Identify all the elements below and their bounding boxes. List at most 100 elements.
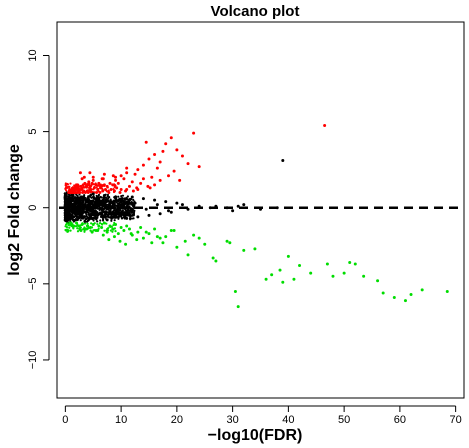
data-point-up — [105, 184, 109, 188]
data-point-core — [93, 210, 96, 213]
data-point-down — [102, 221, 106, 225]
data-point-down — [116, 232, 120, 236]
data-point-up — [81, 190, 85, 194]
data-point-up — [80, 177, 84, 181]
data-point-ns — [127, 213, 131, 217]
data-point-ns — [69, 201, 73, 205]
data-point-down — [127, 227, 131, 231]
data-point-down — [67, 224, 70, 227]
data-point-up — [75, 187, 79, 191]
data-point-up — [71, 190, 75, 194]
data-point-core — [119, 213, 123, 216]
data-point-core — [80, 214, 84, 217]
data-point-core — [110, 219, 113, 222]
data-point-down — [101, 233, 105, 237]
data-point-ns — [104, 215, 108, 219]
data-point-down — [141, 236, 145, 240]
data-point-down — [107, 238, 111, 242]
data-point-core — [117, 195, 120, 198]
data-point-core — [122, 201, 125, 204]
data-point-ns — [94, 216, 98, 220]
data-point-ns — [80, 195, 84, 199]
data-point-up — [114, 178, 118, 182]
data-point-core — [65, 212, 68, 216]
data-point-up — [100, 177, 104, 181]
data-point-down — [172, 229, 176, 233]
data-point-down — [83, 230, 86, 233]
data-point-ns — [133, 201, 137, 205]
data-point-core — [87, 211, 90, 214]
data-point-up — [83, 190, 87, 194]
data-point-up — [148, 186, 152, 190]
data-point-core — [84, 199, 87, 202]
data-point-ns — [164, 200, 168, 204]
data-point-core — [106, 193, 110, 197]
data-point-core — [108, 196, 111, 199]
data-point-up — [118, 190, 122, 194]
data-point-down — [86, 222, 89, 225]
data-point-up — [95, 190, 99, 194]
data-point-up — [147, 157, 151, 161]
data-point-up — [153, 152, 157, 156]
data-point-ns — [175, 201, 179, 205]
data-point-core — [75, 193, 78, 196]
data-point-up — [141, 163, 145, 167]
data-point-ns — [167, 209, 171, 213]
data-point-down — [96, 229, 100, 233]
y-axis: −10 −5 0 5 10 — [27, 49, 50, 369]
data-point-up — [323, 124, 327, 128]
y-tick-label: 10 — [27, 49, 39, 61]
data-point-core — [126, 200, 129, 203]
data-point-ns — [83, 219, 87, 223]
data-point-down — [228, 241, 232, 245]
data-point-up — [141, 177, 145, 181]
data-point-ns — [72, 215, 76, 219]
data-point-ns — [92, 212, 96, 216]
data-point-core — [108, 210, 111, 213]
data-point-ns — [70, 207, 74, 211]
data-point-core — [67, 208, 70, 212]
data-point-down — [169, 229, 173, 233]
data-point-up — [83, 186, 86, 189]
data-point-down — [78, 227, 81, 230]
chart-title: Volcano plot — [211, 3, 300, 20]
data-point-ns — [155, 203, 159, 207]
data-point-ns — [180, 203, 184, 207]
data-point-ns — [120, 197, 124, 201]
x-tick-label: 30 — [226, 414, 238, 426]
data-point-core — [70, 214, 73, 217]
data-point-up — [107, 190, 111, 194]
data-point-core — [121, 209, 124, 212]
data-point-core — [107, 215, 110, 218]
data-point-core — [130, 211, 133, 214]
data-point-core — [75, 216, 78, 219]
data-point-core — [100, 209, 104, 212]
plot-frame — [56, 21, 465, 399]
data-point-core — [114, 199, 117, 202]
data-point-down — [114, 222, 118, 226]
data-point-core — [131, 214, 134, 217]
data-point-core — [96, 220, 99, 223]
data-point-core — [131, 202, 134, 205]
data-point-down — [353, 262, 357, 266]
data-point-up — [133, 172, 137, 176]
data-point-up — [85, 184, 89, 188]
data-point-down — [183, 239, 187, 243]
data-point-up — [125, 166, 129, 170]
data-point-down — [111, 230, 114, 233]
data-point-ns — [91, 192, 95, 196]
data-point-core — [76, 204, 79, 207]
data-point-core — [130, 217, 134, 220]
data-point-core — [123, 211, 126, 214]
data-point-down — [108, 224, 112, 228]
data-point-core — [85, 205, 89, 208]
data-point-up — [79, 187, 83, 191]
data-point-core — [105, 211, 108, 214]
data-point-core — [123, 197, 126, 200]
data-point-up — [98, 190, 102, 194]
data-point-core — [75, 210, 78, 214]
data-point-down — [109, 229, 112, 232]
data-point-core — [89, 210, 92, 213]
data-point-down — [175, 245, 179, 249]
data-point-down — [158, 236, 162, 240]
